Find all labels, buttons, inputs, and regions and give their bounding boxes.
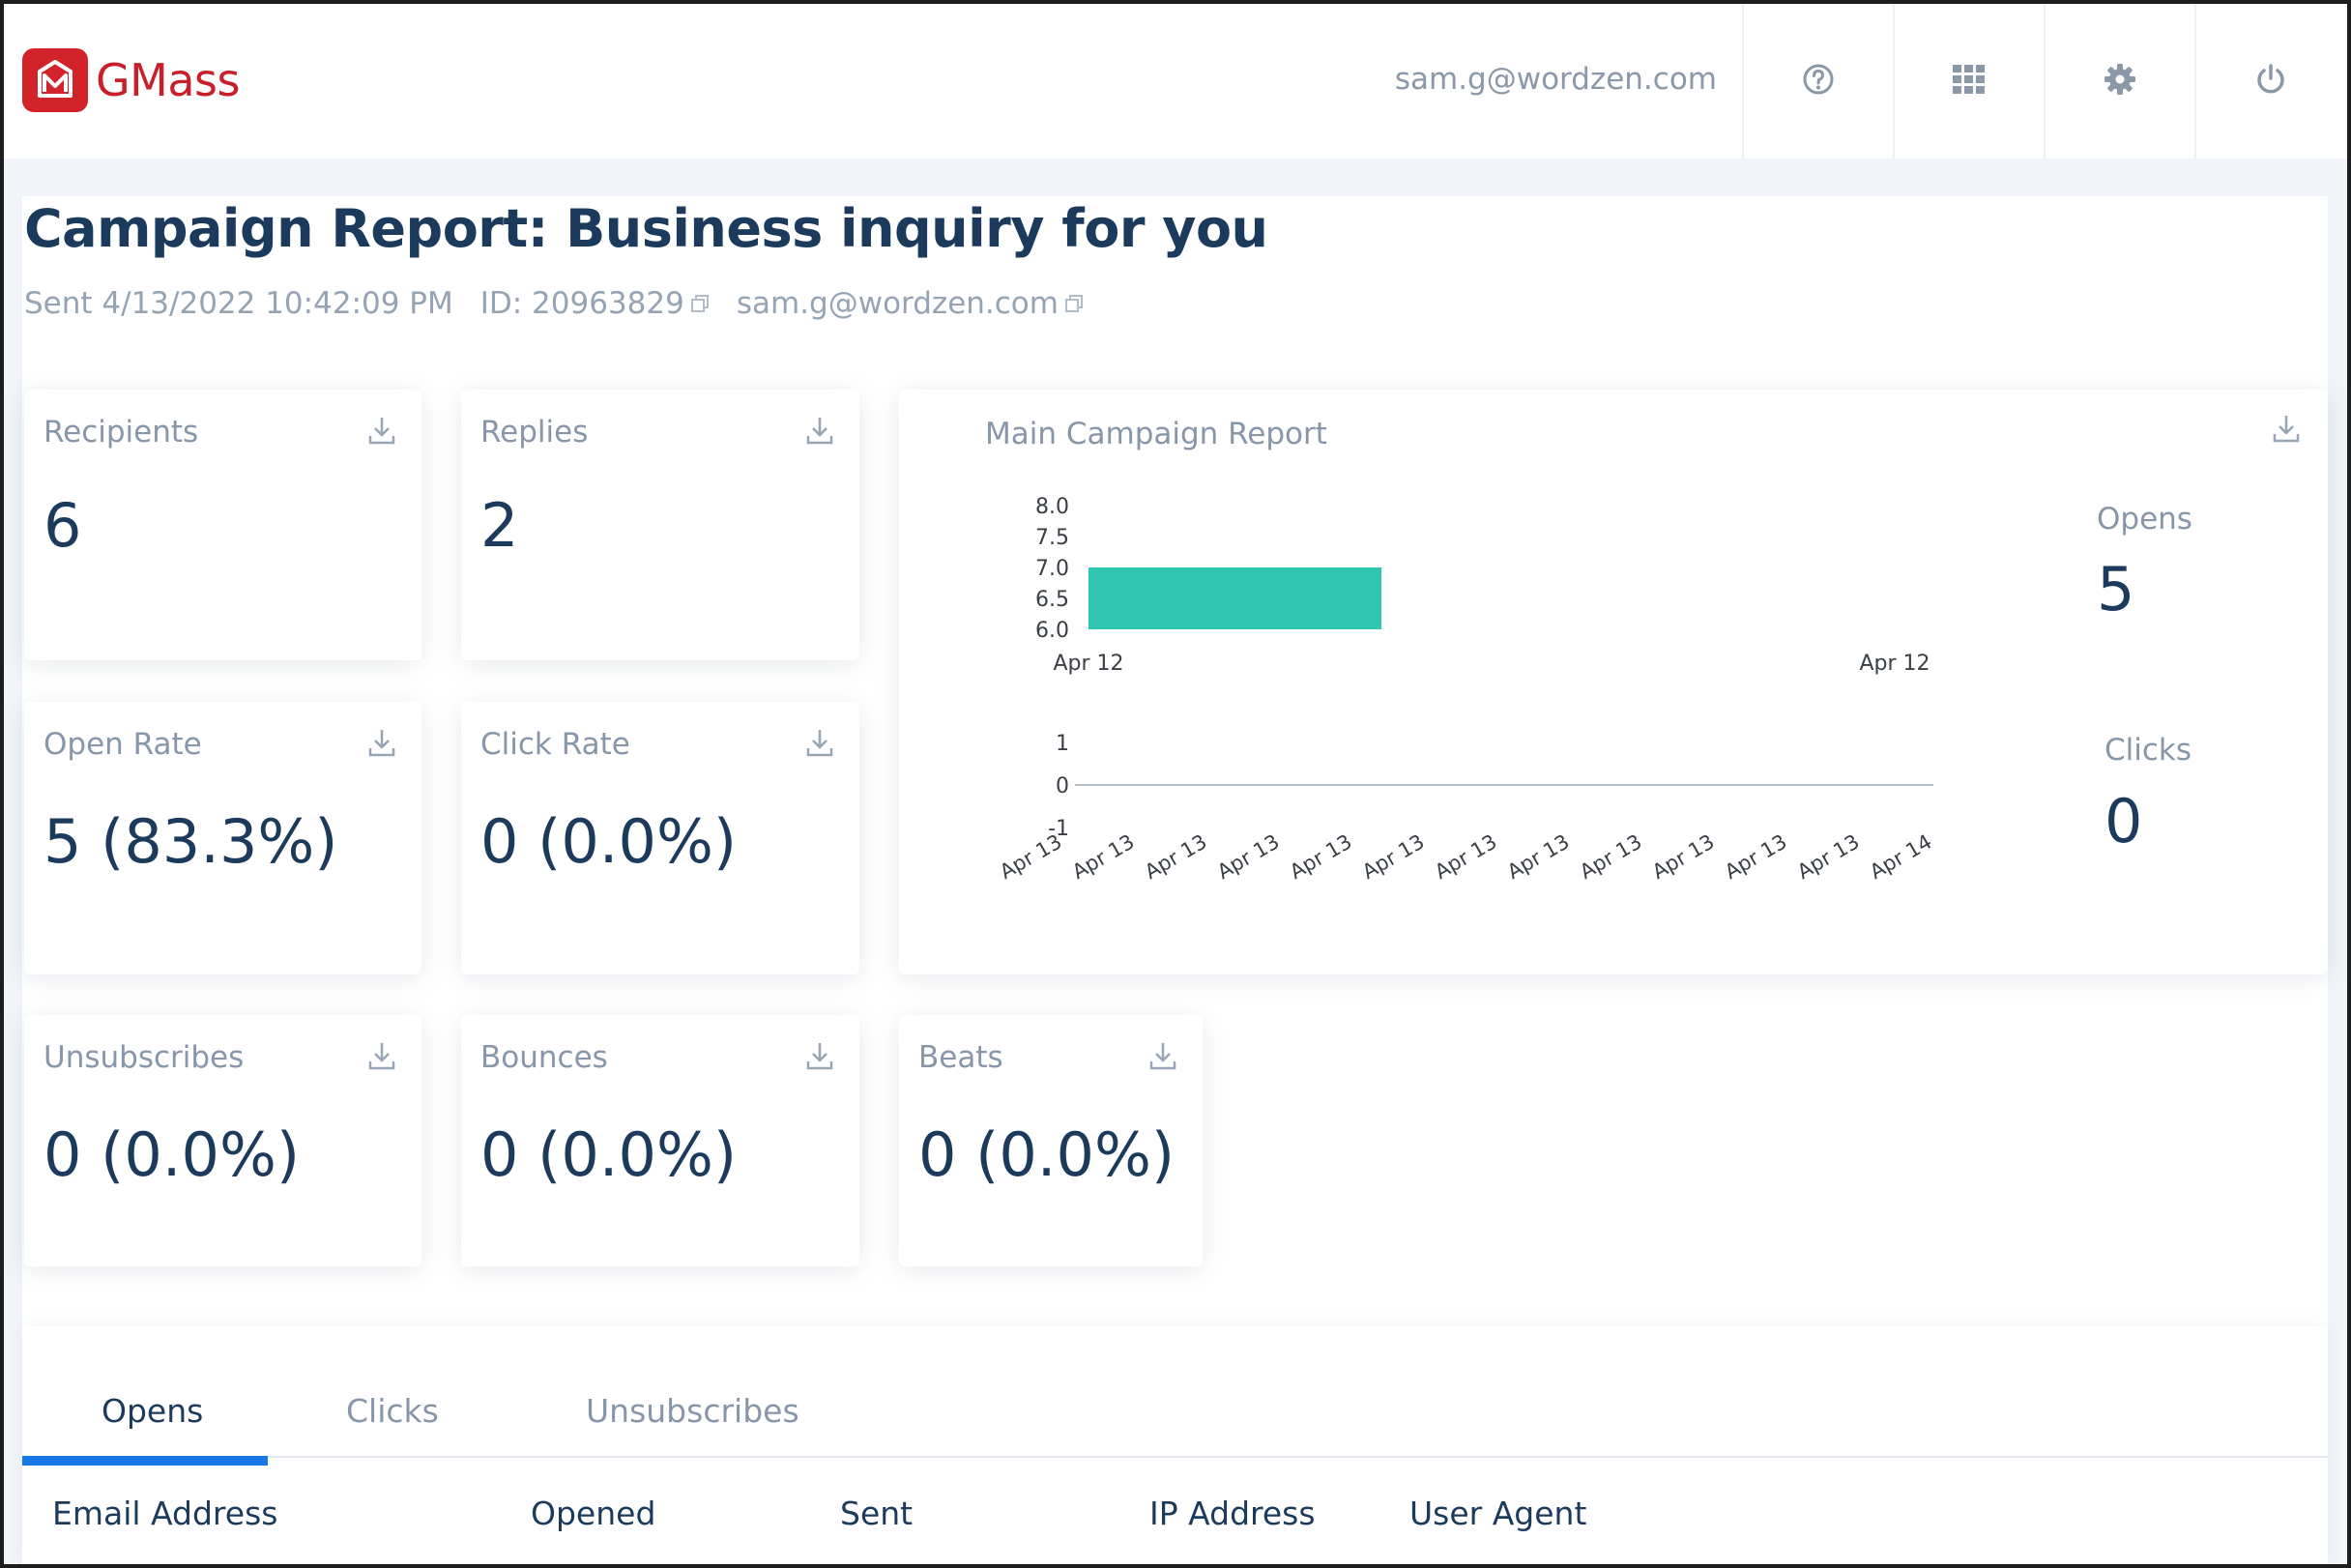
recipients-value: 6	[44, 490, 82, 561]
clicks-value: 0	[2104, 786, 2143, 857]
y-tick-label: -1	[1048, 817, 1069, 841]
y-tick-label: 1	[1056, 732, 1069, 756]
x-tick-label: Apr 13	[1358, 830, 1428, 885]
click-rate-label: Click Rate	[480, 727, 630, 762]
brand-name: GMass	[96, 54, 240, 106]
click-rate-card[interactable]: Click Rate 0 (0.0%)	[461, 702, 859, 974]
download-icon[interactable]	[367, 1040, 396, 1071]
x-tick-label: Apr 13	[1793, 830, 1863, 885]
logout-button[interactable]	[2194, 0, 2344, 159]
opens-chart: 8.0 7.5 7.0 6.5 6.0 Apr 12 Apr 12	[1035, 495, 1930, 676]
x-tick-label: Apr 13	[1721, 830, 1790, 885]
details-panel: Opens Clicks Unsubscribes Email Address …	[22, 1326, 2328, 1568]
download-icon[interactable]	[1148, 1040, 1177, 1071]
apps-grid-icon	[1952, 65, 1985, 94]
column-header-opened[interactable]: Opened	[531, 1495, 656, 1532]
account-email[interactable]: sam.g@wordzen.com	[1394, 62, 1717, 97]
gmass-logo[interactable]: GMass	[22, 48, 240, 112]
main-campaign-report-card: Main Campaign Report 8.0 7.5 7.0 6.5 6.0 Apr …	[899, 390, 2328, 974]
help-button[interactable]	[1742, 0, 1892, 159]
gear-icon	[2104, 64, 2135, 95]
download-icon[interactable]	[805, 1040, 834, 1071]
x-tick-label: Apr 13	[1576, 830, 1645, 885]
bounces-label: Bounces	[480, 1040, 608, 1075]
top-bar: GMass sam.g@wordzen.com	[0, 0, 2351, 159]
column-header-user-agent[interactable]: User Agent	[1409, 1495, 1587, 1532]
recipients-card[interactable]: Recipients 6	[24, 390, 421, 660]
open-rate-value: 5 (83.3%)	[44, 806, 338, 877]
x-tick-label: Apr 13	[1068, 830, 1138, 885]
help-icon	[1803, 64, 1833, 95]
x-tick-label: Apr 13	[1286, 830, 1355, 885]
y-tick-label: 0	[1056, 774, 1069, 799]
x-tick-label: Apr 13	[1503, 830, 1573, 885]
y-tick-label: 6.5	[1035, 588, 1069, 612]
x-tick-label: Apr 13	[1141, 830, 1210, 885]
beats-label: Beats	[918, 1040, 1003, 1075]
download-icon[interactable]	[2272, 413, 2301, 444]
y-tick-label: 8.0	[1035, 495, 1069, 519]
opens-value: 5	[2097, 554, 2135, 624]
campaign-id: ID: 20963829	[479, 286, 684, 321]
x-tick-label: Apr 12	[1053, 652, 1123, 676]
report-meta: Sent 4/13/2022 10:42:09 PM ID: 20963829 …	[24, 286, 1111, 321]
download-icon[interactable]	[367, 727, 396, 758]
page-title: Campaign Report: Business inquiry for yo…	[24, 198, 1268, 259]
column-header-sent[interactable]: Sent	[840, 1495, 914, 1532]
y-tick-label: 7.0	[1035, 557, 1069, 581]
unsubscribes-card[interactable]: Unsubscribes 0 (0.0%)	[24, 1015, 421, 1266]
download-icon[interactable]	[367, 415, 396, 446]
download-icon[interactable]	[805, 415, 834, 446]
unsubscribes-value: 0 (0.0%)	[44, 1119, 301, 1190]
recipients-label: Recipients	[44, 415, 199, 450]
copy-email-icon[interactable]	[1064, 294, 1084, 313]
power-icon	[2256, 64, 2284, 94]
clicks-label: Clicks	[2104, 733, 2192, 768]
opens-bar	[1088, 567, 1381, 629]
copy-id-icon[interactable]	[690, 294, 710, 313]
x-tick-label: Apr 14	[1866, 830, 1935, 885]
x-tick-label: Apr 13	[1213, 830, 1283, 885]
x-tick-label: Apr 13	[996, 830, 1065, 885]
y-tick-label: 7.5	[1035, 526, 1069, 550]
bounces-value: 0 (0.0%)	[480, 1119, 738, 1190]
beats-card[interactable]: Beats 0 (0.0%)	[899, 1015, 1203, 1266]
chart-title: Main Campaign Report	[985, 417, 1327, 451]
open-rate-card[interactable]: Open Rate 5 (83.3%)	[24, 702, 421, 974]
click-rate-value: 0 (0.0%)	[480, 806, 738, 877]
apps-button[interactable]	[1893, 0, 2043, 159]
beats-value: 0 (0.0%)	[918, 1119, 1176, 1190]
replies-card[interactable]: Replies 2	[461, 390, 859, 660]
active-tab-indicator	[22, 1456, 268, 1466]
download-icon[interactable]	[805, 727, 834, 758]
replies-label: Replies	[480, 415, 589, 450]
sent-timestamp: Sent 4/13/2022 10:42:09 PM	[24, 286, 453, 321]
x-tick-label: Apr 13	[1431, 830, 1500, 885]
x-tick-label: Apr 12	[1859, 652, 1930, 676]
tab-unsubscribes[interactable]: Unsubscribes	[586, 1392, 799, 1430]
settings-button[interactable]	[2044, 0, 2193, 159]
x-tick-label: Apr 13	[1648, 830, 1718, 885]
tab-clicks[interactable]: Clicks	[346, 1392, 439, 1430]
gmass-logo-icon	[22, 48, 88, 112]
replies-value: 2	[480, 490, 519, 561]
opens-label: Opens	[2097, 502, 2192, 537]
y-tick-label: 6.0	[1035, 619, 1069, 643]
tab-opens[interactable]: Opens	[102, 1392, 204, 1430]
unsubscribes-label: Unsubscribes	[44, 1040, 245, 1075]
tabs-divider	[22, 1456, 2328, 1458]
column-header-email[interactable]: Email Address	[52, 1495, 278, 1532]
sender-email: sam.g@wordzen.com	[736, 286, 1059, 321]
open-rate-label: Open Rate	[44, 727, 202, 762]
bounces-card[interactable]: Bounces 0 (0.0%)	[461, 1015, 859, 1266]
column-header-ip[interactable]: IP Address	[1149, 1495, 1316, 1532]
